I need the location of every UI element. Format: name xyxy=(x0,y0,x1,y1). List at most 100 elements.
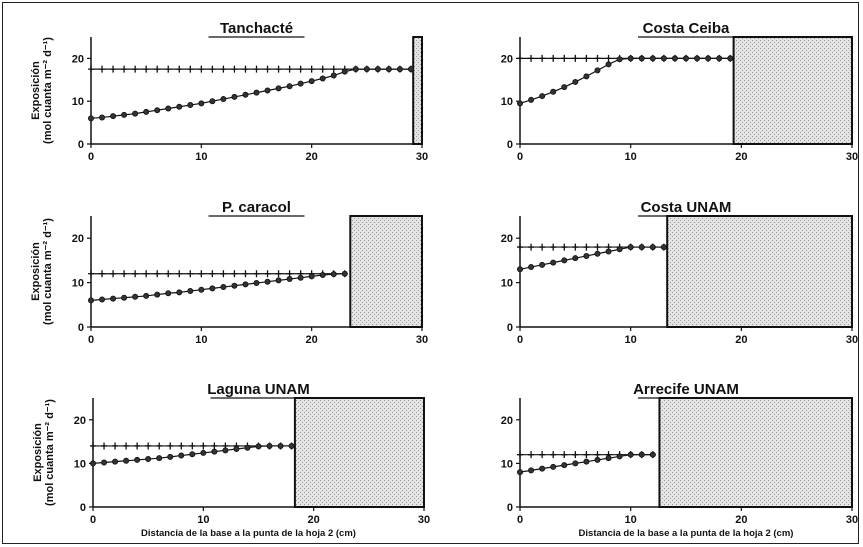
data-point xyxy=(253,270,260,278)
data-point xyxy=(90,442,96,450)
data-point xyxy=(528,451,535,459)
y-tick-label: 20 xyxy=(501,233,513,245)
data-point xyxy=(627,244,634,251)
x-tick-label: 20 xyxy=(306,334,318,346)
data-point xyxy=(123,457,130,464)
chart-panel-3: P. caracol 0 10 20 0 10 20 30 Exposición (mol cua… xyxy=(30,199,428,346)
data-point xyxy=(727,55,734,62)
data-point xyxy=(539,465,546,472)
data-point xyxy=(286,65,293,73)
data-point xyxy=(110,65,117,73)
data-point xyxy=(255,443,262,450)
y-tick-label: 20 xyxy=(72,53,84,65)
data-point xyxy=(572,255,579,262)
shaded-region xyxy=(293,397,425,508)
data-point xyxy=(319,65,326,73)
data-point xyxy=(264,65,271,73)
data-point xyxy=(694,55,701,62)
data-point xyxy=(244,444,251,451)
data-point xyxy=(189,451,196,458)
data-point xyxy=(286,83,293,90)
data-point xyxy=(297,80,304,87)
data-point xyxy=(528,264,535,271)
data-point xyxy=(649,55,656,62)
y-tick-label: 0 xyxy=(507,322,513,334)
x-tick-label: 30 xyxy=(846,334,858,346)
data-point xyxy=(264,87,271,94)
chart-title: Costa UNAM xyxy=(641,199,732,216)
data-point xyxy=(209,270,216,278)
chart-panel-4: Costa UNAM 0 10 20 0 10 20 30 xyxy=(501,199,858,346)
data-point xyxy=(627,55,634,62)
data-point xyxy=(660,55,667,62)
x-tick-label: 30 xyxy=(418,514,430,526)
data-point xyxy=(572,243,579,251)
data-point xyxy=(517,100,524,107)
data-point xyxy=(134,442,141,450)
data-point xyxy=(528,96,535,103)
data-point xyxy=(561,243,568,251)
data-point xyxy=(583,243,590,251)
data-point xyxy=(266,442,273,449)
data-point xyxy=(649,244,656,251)
chart-panel-1: Tanchacté 0 10 20 0 10 20 30 Exposición (mol cuan… xyxy=(30,20,428,163)
y-tick-label: 20 xyxy=(74,415,86,427)
data-point xyxy=(550,88,557,95)
data-point xyxy=(132,65,139,73)
data-point xyxy=(341,68,348,75)
data-point xyxy=(187,102,194,109)
data-point xyxy=(330,72,337,79)
y-tick-label: 20 xyxy=(501,53,513,65)
y-tick-label: 20 xyxy=(501,415,513,427)
data-point xyxy=(561,257,568,264)
data-point xyxy=(110,295,117,302)
data-point xyxy=(594,456,601,463)
data-point xyxy=(550,259,557,266)
data-point xyxy=(627,451,634,458)
data-point xyxy=(638,451,645,458)
data-point xyxy=(550,463,557,470)
data-point xyxy=(165,105,172,112)
data-point xyxy=(200,449,207,456)
data-point xyxy=(88,65,94,73)
data-point xyxy=(242,281,249,288)
data-point xyxy=(154,107,161,114)
data-point xyxy=(319,75,326,82)
data-point xyxy=(176,289,183,296)
data-point xyxy=(99,270,106,278)
y-axis-label-units: (mol cuanta m⁻² d⁻¹) xyxy=(42,37,54,144)
data-point xyxy=(143,65,150,73)
data-point xyxy=(539,54,546,62)
y-axis-label-units: (mol cuanta m⁻² d⁻¹) xyxy=(44,399,56,506)
data-point xyxy=(253,65,260,73)
data-point xyxy=(200,442,207,450)
data-point xyxy=(539,451,546,459)
y-tick-label: 10 xyxy=(501,278,513,290)
data-point xyxy=(396,66,403,73)
data-point xyxy=(638,55,645,62)
data-point xyxy=(132,293,139,300)
x-tick-label: 30 xyxy=(846,151,858,163)
data-point xyxy=(517,54,523,62)
data-point xyxy=(671,55,678,62)
data-point xyxy=(616,56,623,63)
data-point xyxy=(167,453,174,460)
data-point xyxy=(594,67,601,74)
data-point xyxy=(264,278,271,285)
data-point xyxy=(154,270,161,278)
x-axis-label: Distancia de la base a la punta de la ho… xyxy=(579,528,794,539)
data-point xyxy=(176,270,183,278)
data-point xyxy=(220,270,227,278)
data-point xyxy=(165,270,172,278)
data-point xyxy=(385,66,392,73)
data-point xyxy=(189,442,196,450)
data-point xyxy=(209,65,216,73)
data-point xyxy=(154,65,161,73)
data-point xyxy=(264,270,271,278)
data-point xyxy=(275,85,282,92)
chart-title: Costa Ceiba xyxy=(643,20,730,37)
data-point xyxy=(220,284,227,291)
data-point xyxy=(683,55,690,62)
y-tick-label: 0 xyxy=(78,139,84,151)
data-point xyxy=(176,65,183,73)
